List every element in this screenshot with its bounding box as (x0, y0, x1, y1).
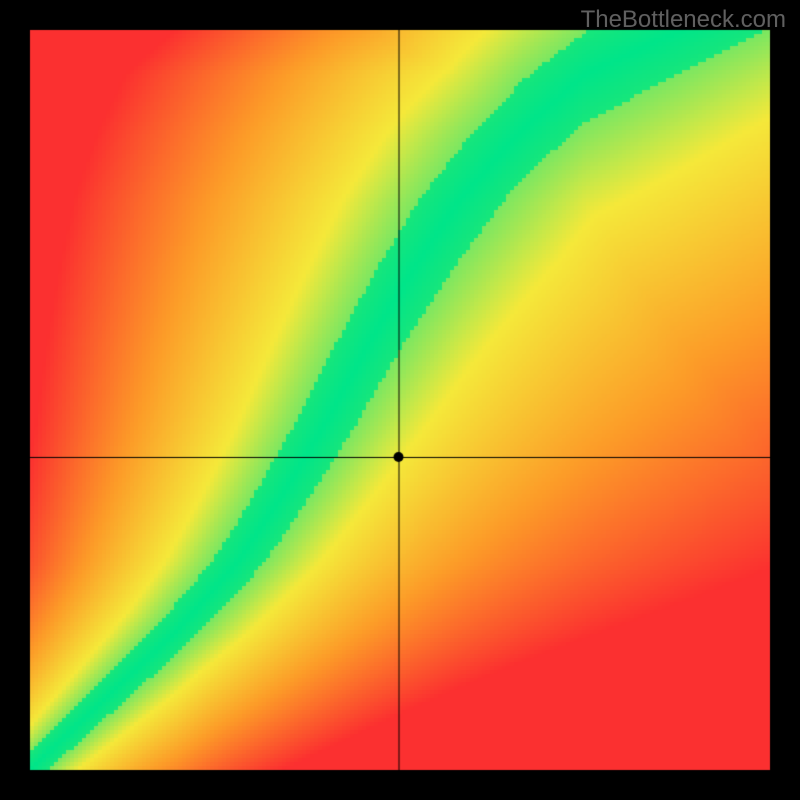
watermark-label: TheBottleneck.com (581, 6, 786, 34)
bottleneck-heatmap (0, 0, 800, 800)
